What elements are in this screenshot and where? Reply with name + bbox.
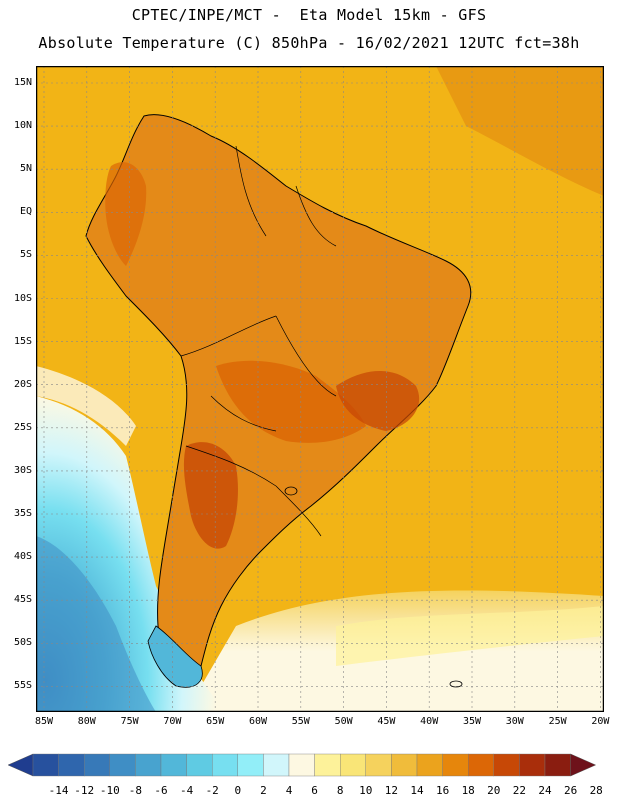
colorbar-label: -10 — [99, 784, 120, 797]
colorbar-label: -4 — [179, 784, 194, 797]
colorbar-min-arrow — [8, 753, 34, 777]
country-borders — [180, 145, 337, 537]
colorbar-segment — [544, 753, 571, 777]
colorbar-label: 18 — [461, 784, 475, 797]
lon-label-75w: 75W — [120, 716, 139, 727]
colorbar-label: 8 — [336, 784, 344, 797]
pale-band-west — [36, 366, 136, 446]
colorbar-segment — [442, 753, 469, 777]
lagoa-dos-patos — [284, 486, 298, 496]
colorbar-segment — [135, 753, 162, 777]
colorbar-label: 20 — [487, 784, 501, 797]
colorbar-label: 2 — [260, 784, 267, 797]
colorbar-segment — [391, 753, 418, 777]
lat-label-20s: 20S — [13, 378, 32, 390]
light-band-southeast — [336, 606, 604, 666]
colorbar-segment — [109, 753, 136, 777]
lat-label-40s: 40S — [13, 551, 32, 563]
colorbar-label: -14 — [48, 784, 69, 797]
colorbar-segment — [288, 753, 315, 777]
colorbar-segment — [186, 753, 213, 777]
lon-label-40w: 40W — [420, 716, 439, 727]
colorbar-label: 22 — [512, 784, 527, 797]
chart-title: CPTEC/INPE/MCT - Eta Model 15km - GFS — [131, 6, 487, 24]
colorbar-label: -2 — [205, 784, 219, 797]
colorbar-segment — [32, 753, 59, 777]
lat-label-15s: 15S — [13, 335, 32, 347]
lat-label-25s: 25S — [13, 421, 32, 433]
colorbar-label: 0 — [234, 784, 242, 797]
colorbar-segment — [160, 753, 187, 777]
lat-label-10n: 10N — [13, 120, 32, 132]
colorbar-label: -8 — [128, 784, 143, 797]
colorbar-label: 6 — [311, 784, 318, 797]
lon-label-50w: 50W — [334, 716, 353, 727]
hot-region-central — [216, 360, 366, 443]
colorbar-label: 28 — [589, 784, 603, 797]
colorbar-segment — [83, 753, 110, 777]
colorbar-segment — [519, 753, 546, 777]
colorbar-label: 16 — [435, 784, 450, 797]
lat-label-10s: 10S — [13, 292, 32, 304]
lon-label-55w: 55W — [291, 716, 310, 727]
colorbar-label: 14 — [410, 784, 424, 797]
colorbar-segment — [468, 753, 495, 777]
lon-label-70w: 70W — [163, 716, 182, 727]
lon-label-65w: 65W — [206, 716, 225, 727]
temperature-colorbar — [8, 753, 597, 777]
lat-label-30s: 30S — [13, 464, 32, 476]
colorbar-segment — [340, 753, 367, 777]
lon-label-80w: 80W — [77, 716, 96, 727]
colorbar-segment — [237, 753, 264, 777]
colorbar-label: -12 — [74, 784, 95, 797]
lon-label-45w: 45W — [377, 716, 396, 727]
lon-label-30w: 30W — [505, 716, 524, 727]
lat-label-55s: 55S — [13, 680, 32, 692]
colorbar-segment — [365, 753, 392, 777]
colorbar-segment — [211, 753, 238, 777]
warm-ocean-region — [436, 66, 604, 196]
hot-region-southeast — [336, 371, 420, 431]
lon-label-25w: 25W — [548, 716, 567, 727]
deep-cold-region — [36, 536, 156, 712]
colorbar-segment — [58, 753, 85, 777]
hot-region-andes — [105, 162, 147, 266]
colorbar-segment — [493, 753, 520, 777]
colorbar-label: 26 — [563, 784, 578, 797]
lon-label-60w: 60W — [248, 716, 268, 727]
lat-label-5s: 5S — [19, 249, 32, 261]
lat-label-45s: 45S — [13, 594, 32, 606]
lat-label-50s: 50S — [13, 637, 32, 649]
colorbar-max-arrow — [570, 753, 597, 777]
lon-label-85w: 85W — [34, 716, 54, 727]
temperature-map — [36, 66, 604, 712]
colorbar-segment — [263, 753, 290, 777]
colorbar-label: 12 — [384, 784, 399, 797]
patagonia-tip — [147, 625, 203, 688]
lat-label-5n: 5N — [19, 163, 32, 175]
hot-region-argentina — [183, 442, 238, 549]
lon-label-20w: 20W — [591, 716, 610, 727]
falkland-islands — [449, 680, 463, 688]
colorbar-segment — [314, 753, 341, 777]
chart-subtitle: Absolute Temperature (C) 850hPa - 16/02/… — [38, 34, 580, 52]
colorbar-segment — [416, 753, 443, 777]
lat-label-eq: EQ — [19, 206, 32, 218]
colorbar-label: 24 — [538, 784, 552, 797]
lat-label-35s: 35S — [13, 508, 32, 519]
colorbar-label: -6 — [154, 784, 168, 797]
map-border — [36, 66, 604, 712]
lat-label-15n: 15N — [13, 77, 32, 88]
colorbar-label: 4 — [285, 784, 293, 797]
lon-label-35w: 35W — [462, 716, 482, 727]
colorbar-label: 10 — [359, 784, 373, 797]
